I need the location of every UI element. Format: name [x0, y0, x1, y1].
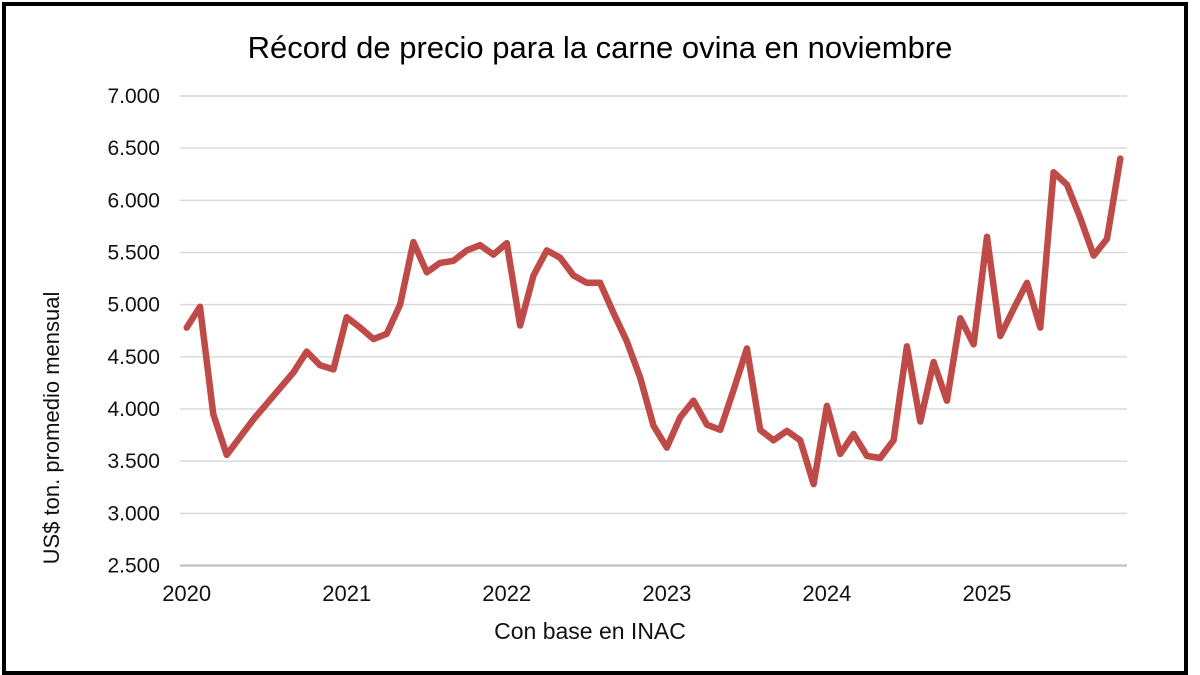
x-tick-label: 2025: [962, 581, 1011, 606]
y-tick-label: 2.500: [107, 555, 160, 578]
y-tick-label: 5.000: [107, 294, 160, 317]
y-tick-label: 6.500: [107, 137, 160, 160]
x-tick-label: 2024: [802, 581, 851, 606]
x-tick-label: 2023: [642, 581, 691, 606]
x-axis-title: Con base en INAC: [494, 618, 686, 644]
y-tick-label: 7.000: [107, 85, 160, 108]
x-tick-label: 2020: [162, 581, 211, 606]
y-tick-label: 4.500: [107, 346, 160, 369]
y-tick-label: 4.000: [107, 398, 160, 421]
y-tick-label: 3.000: [107, 502, 160, 525]
x-tick-label: 2022: [482, 581, 531, 606]
y-tick-label: 3.500: [107, 450, 160, 473]
x-tick-label: 2021: [322, 581, 371, 606]
price-line: [183, 155, 1124, 488]
chart-title: Récord de precio para la carne ovina en …: [247, 30, 953, 65]
y-tick-label: 6.000: [107, 189, 160, 212]
y-tick-label: 5.500: [107, 242, 160, 265]
